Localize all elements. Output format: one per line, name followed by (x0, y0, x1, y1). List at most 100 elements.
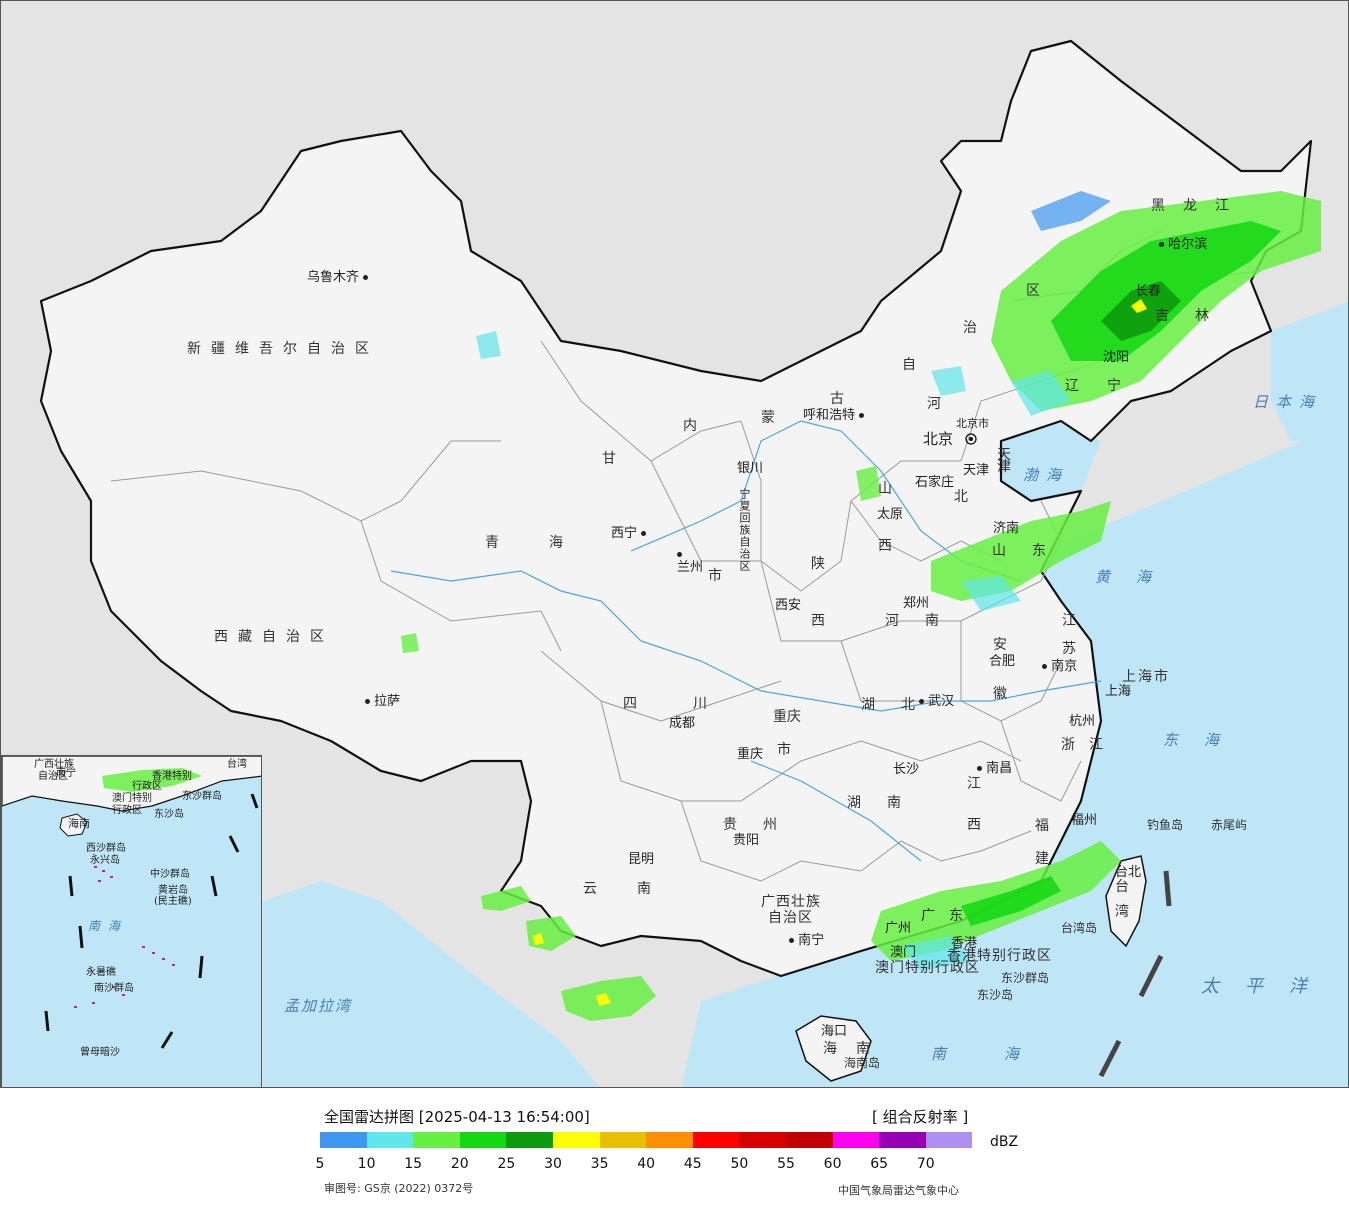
inset-label-xisha: 西沙群岛 (86, 843, 126, 854)
legend-swatch (925, 1132, 973, 1148)
province-label-jiangsu-2: 苏 (1062, 641, 1086, 657)
legend-tick-label: 45 (683, 1156, 702, 1172)
city-haikou: 海口 (821, 1024, 848, 1039)
province-label-shaanxi-1: 陕 (811, 556, 835, 572)
province-label-jilin: 吉林 (1155, 308, 1235, 324)
province-label-taiwan-1: 台 (1115, 879, 1139, 895)
sea-label-japan: 日本海 (1253, 393, 1323, 411)
inset-label-guangxi: 广西壮族 (34, 759, 74, 770)
province-label-guangdong: 广东 (921, 908, 977, 924)
legend-tick-label: 40 (637, 1156, 656, 1172)
province-label-chongqing-2: 市 (777, 742, 801, 758)
province-label-guangxi-2: 自治区 (768, 910, 813, 926)
province-label-hubei: 湖北 (861, 697, 941, 713)
province-label-zhejiang: 浙江 (1061, 737, 1117, 753)
sea-label-nanhai: 南海 (931, 1045, 1078, 1063)
province-label-gansu-city: 市 (708, 568, 732, 584)
province-label-shandong: 山东 (992, 543, 1072, 559)
sea-area (681, 421, 1348, 1087)
legend-color-bar (320, 1132, 973, 1148)
island-dongsha: 东沙岛 (977, 988, 1014, 1002)
province-label-beijing: 北京市 (956, 417, 989, 430)
city-kunming: 昆明 (628, 852, 655, 867)
city-hefei: 合肥 (989, 654, 1016, 669)
city-zhengzhou: 郑州 (903, 596, 930, 611)
inset-label-yongshu: 永暑礁 (86, 967, 116, 978)
province-label-jiangxi-2: 西 (967, 817, 991, 833)
legend-tick-label: 20 (450, 1156, 469, 1172)
city-dot (1159, 242, 1164, 247)
province-label-taiwan-2: 湾 (1115, 904, 1139, 920)
island-taiwan: 台湾岛 (1061, 921, 1098, 935)
province-label-sichuan: 四川 (623, 696, 763, 712)
island-hainan: 海南岛 (844, 1056, 881, 1070)
city-fuzhou: 福州 (1071, 813, 1098, 828)
city-dot (363, 275, 369, 280)
province-label-xinjiang: 新疆维吾尔自治区 (187, 341, 379, 357)
province-label-anhui-2: 徽 (993, 686, 1017, 702)
province-label-hainan-2: 南 (856, 1041, 880, 1057)
city-shanghai: 上海 (1105, 684, 1132, 699)
inset-boundary (44, 793, 259, 1049)
inset-label-macau: 澳门特别 (112, 793, 152, 804)
province-label-neimenggu-3: 古 (830, 391, 854, 407)
legend-tick-label: 60 (823, 1156, 842, 1172)
province-label-fujian-2: 建 (1035, 851, 1059, 867)
legend-swatch (599, 1132, 647, 1148)
city-chongqing: 重庆 (737, 747, 764, 762)
inset-label-guangxi-2: 自治区 (38, 771, 68, 782)
inset-echo (102, 768, 202, 792)
province-label-guangxi-1: 广西壮族 (761, 894, 821, 910)
province-label-jiangsu-1: 江 (1062, 613, 1086, 629)
legend-tick-label: 5 (315, 1156, 325, 1172)
legend-product: [ 组合反射率 ] (872, 1108, 969, 1126)
inset-label-taiwan: 台湾 (227, 759, 247, 770)
province-label-neimenggu-1: 内 (683, 418, 707, 434)
province-label-henan: 河南 (885, 613, 965, 629)
city-dot (677, 552, 682, 557)
review-number: 审图号: GS京 (2022) 0372号 (324, 1182, 474, 1195)
legend-swatch (692, 1132, 740, 1148)
city-dot (789, 938, 794, 943)
inset-label-hk: 香港特别 (152, 771, 192, 782)
province-label-shanxi-1: 山 (878, 481, 902, 497)
province-label-hainan-1: 海 (823, 1041, 847, 1057)
sea-label-bay-of-bengal: 孟加拉湾 (284, 997, 353, 1015)
city-hongkong: 香港 (951, 936, 978, 951)
sea-label-donghai: 东海 (1163, 731, 1246, 749)
rivers (390, 420, 1102, 862)
province-label-gansu: 甘 (602, 451, 626, 467)
island-diaoyu: 钓鱼岛 (1147, 818, 1184, 832)
island-dongsha-qundao: 东沙群岛 (1001, 971, 1050, 985)
hainan-island (795, 1015, 872, 1082)
agency-name: 中国气象局雷达气象中心 (838, 1184, 959, 1197)
province-label-heilongjiang: 黑龙江 (1151, 198, 1247, 214)
legend-swatch (552, 1132, 600, 1148)
legend-title: 全国雷达拼图 [2025-04-13 16:54:00] (324, 1108, 590, 1126)
city-shijiazhuang: 石家庄 (915, 475, 955, 490)
legend-swatch (320, 1132, 367, 1148)
legend-tick-label: 30 (544, 1156, 562, 1172)
city-harbin: 哈尔滨 (1159, 238, 1207, 251)
legend-swatch (366, 1132, 414, 1148)
city-nanchang: 南昌 (977, 762, 1012, 775)
inset-label-nansha: 南沙群岛 (94, 983, 134, 994)
province-label-shaanxi-2: 西 (811, 613, 835, 629)
sea-label-huanghai: 黄海 (1095, 568, 1178, 586)
city-yinchuan: 银川 (737, 461, 764, 476)
inset-label-zengmu: 曾母暗沙 (80, 1047, 120, 1058)
legend-unit: dBZ (990, 1134, 1019, 1150)
legend-swatch (646, 1132, 693, 1148)
city-beijing: 北京 (923, 430, 954, 448)
city-jinan: 济南 (993, 521, 1020, 536)
province-label-ningxia: 宁夏回族自治区 (738, 488, 751, 572)
city-tianjin: 天津 (963, 463, 990, 478)
city-dot (977, 766, 982, 771)
province-label-shanghai: 上海市 (1122, 669, 1170, 685)
legend-tick-label: 55 (777, 1156, 795, 1172)
province-label-tianjin-2: 津 (997, 459, 1021, 475)
south-china-sea-inset: 广西壮族 自治区 南宁 香港特别 行政区 澳门特别 行政区 台湾 东沙群岛 东沙… (1, 755, 262, 1087)
inset-label-dongsha: 东沙岛 (154, 809, 184, 820)
island-chiwei: 赤尾屿 (1211, 818, 1248, 832)
city-xining: 西宁 (611, 527, 647, 540)
